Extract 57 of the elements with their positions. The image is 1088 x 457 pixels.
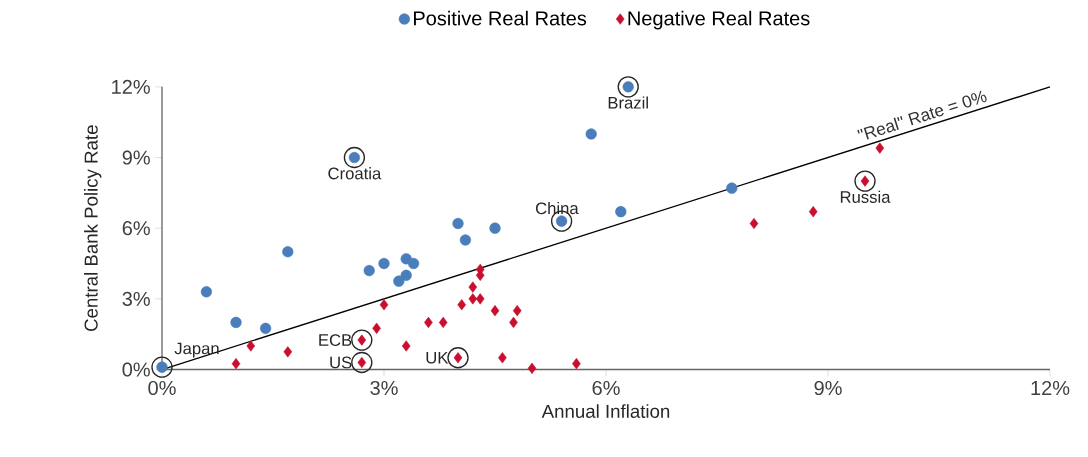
y-tick-label: 3%	[122, 291, 150, 306]
y-tick-label: 12%	[112, 79, 150, 94]
text: "Real" Rate = 0%	[857, 90, 987, 140]
point	[230, 316, 242, 329]
point	[401, 340, 411, 352]
point	[498, 352, 507, 364]
annotation: Brazil	[608, 96, 648, 109]
y-tick-label: 6%	[122, 221, 150, 236]
point	[363, 265, 375, 277]
point	[875, 142, 885, 154]
point	[490, 305, 500, 317]
x-tick-label: 3%	[370, 380, 398, 396]
point	[438, 316, 448, 329]
legend-label: Positive Real Rates	[413, 10, 587, 26]
x-tick-label: 9%	[814, 380, 842, 396]
point	[468, 281, 478, 293]
point	[282, 246, 294, 258]
x-tick-label: 6%	[592, 380, 620, 396]
point	[749, 217, 759, 230]
point	[372, 322, 381, 334]
point	[378, 257, 390, 270]
point	[572, 358, 581, 370]
point	[393, 275, 405, 287]
point	[200, 286, 213, 298]
annotation: Croatia	[328, 167, 382, 180]
point	[468, 293, 478, 305]
point	[459, 234, 472, 246]
y-tick-label: 9%	[122, 150, 150, 165]
point	[246, 340, 256, 352]
annotation: China	[535, 201, 579, 215]
annotation: Japan	[174, 342, 219, 358]
point	[615, 206, 627, 218]
legend-label: Negative Real Rates	[628, 10, 810, 30]
point	[527, 362, 537, 374]
point	[452, 217, 464, 230]
point	[400, 269, 412, 281]
point	[408, 257, 420, 270]
point	[512, 305, 522, 317]
annotation: Russia	[840, 190, 891, 203]
annotation: US	[330, 356, 352, 369]
point	[457, 299, 466, 311]
y-axis-title: Central Bank Policy Rate	[84, 125, 102, 332]
point	[808, 206, 818, 218]
point	[585, 128, 597, 140]
point	[231, 358, 241, 370]
x-tick-label: 12%	[1031, 380, 1070, 395]
y-tick-label: 0%	[122, 362, 150, 377]
point	[726, 182, 738, 194]
point	[260, 322, 272, 334]
annotation: ECB	[319, 334, 352, 346]
x-tick-label: 0%	[148, 380, 176, 396]
point	[475, 293, 485, 305]
point	[489, 222, 501, 234]
point	[379, 299, 389, 311]
x-axis-title: Annual Inflation	[541, 404, 670, 418]
annotation: UK	[426, 351, 449, 364]
point	[283, 346, 293, 358]
